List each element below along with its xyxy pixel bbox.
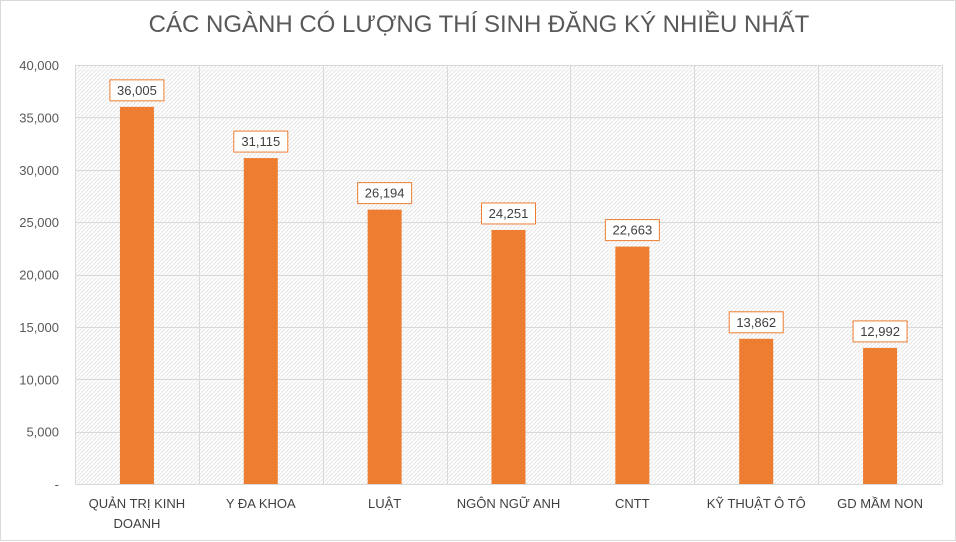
bar [739,338,774,484]
x-tick-label: CNTT [615,496,650,511]
data-label-box [357,182,413,205]
bar [491,229,526,484]
chart-title: CÁC NGÀNH CÓ LƯỢNG THÍ SINH ĐĂNG KÝ NHIỀ… [148,11,810,38]
data-label-box [852,320,908,343]
y-tick-label: 40,000 [19,58,59,73]
data-label: 13,862 [736,315,776,330]
x-tick-label: GD MẦM NON [837,496,923,511]
data-label: 31,115 [241,134,280,149]
x-tick-label: Y ĐA KHOA [226,496,296,511]
bar [367,209,402,484]
y-tick-label: - [55,477,59,492]
x-tick-label: LUẬT [368,496,401,511]
y-tick-label: 35,000 [19,110,59,125]
y-tick-label: 5,000 [26,425,59,440]
bar [119,106,154,484]
bar [615,246,650,484]
x-tick-label: QUẢN TRỊ KINH [89,496,186,511]
data-label: 22,663 [612,223,652,238]
y-tick-label: 15,000 [19,320,59,335]
bar [863,347,898,484]
y-tick-label: 10,000 [19,372,59,387]
data-label-box [233,130,289,153]
x-tick-label: KỸ THUẬT Ô TÔ [707,496,806,511]
data-label-box [604,219,660,242]
x-tick-label: NGÔN NGỮ ANH [457,496,561,511]
data-label: 26,194 [365,186,405,201]
bar [243,158,278,484]
y-tick-label: 20,000 [19,268,59,283]
data-label-box [728,311,784,334]
data-label: 12,992 [860,324,900,339]
data-label: 36,005 [117,83,157,98]
data-label-box [481,202,536,225]
y-tick-label: 30,000 [19,163,59,178]
y-tick-label: 25,000 [19,215,59,230]
x-tick-label: DOANH [113,516,160,531]
data-label: 24,251 [489,206,529,221]
data-label-box [109,79,165,102]
